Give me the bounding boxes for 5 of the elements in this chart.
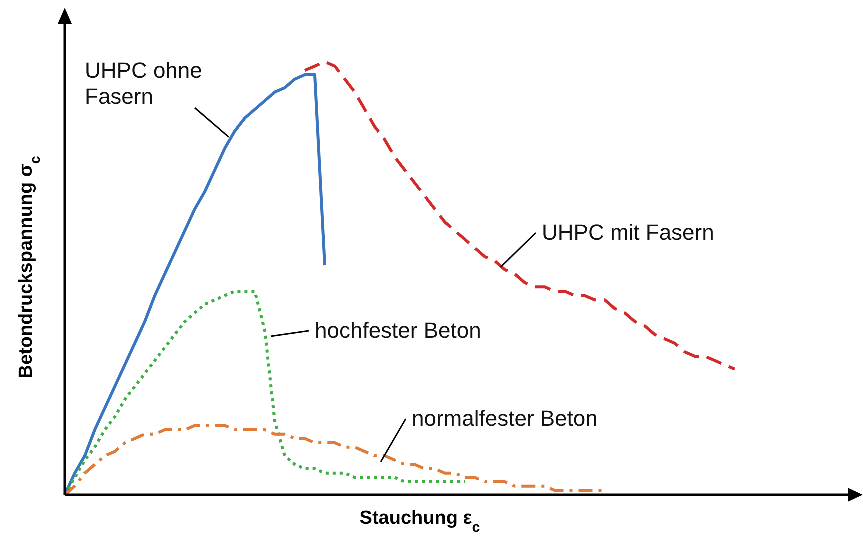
series-label: UHPC mit Fasern <box>542 220 714 245</box>
series-label: UHPC ohne Fasern <box>85 58 202 109</box>
text: hochfester Beton <box>315 318 482 343</box>
series-label: normalfester Beton <box>412 406 598 431</box>
x-axis-title: Stauchung ε$_{c}$ <box>360 508 480 536</box>
